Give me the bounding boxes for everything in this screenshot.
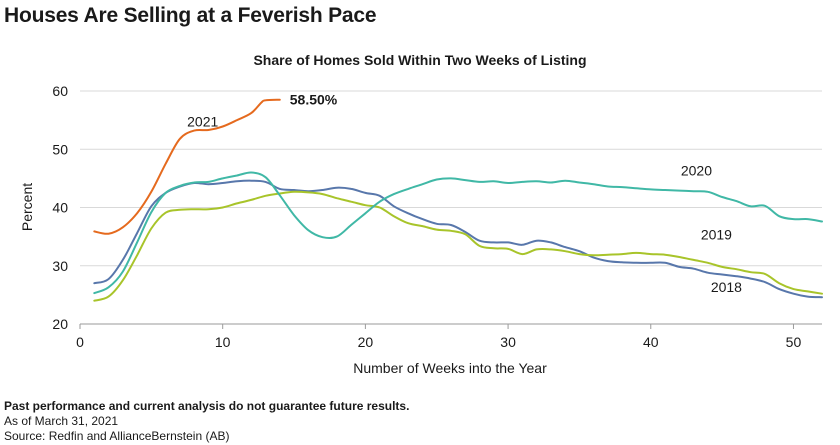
series-lines [93, 98, 823, 302]
gridlines [80, 90, 822, 325]
series-label-2018: 2018 [711, 279, 742, 295]
x-tick-label: 50 [786, 334, 802, 350]
disclaimer-text: Past performance and current analysis do… [4, 399, 410, 413]
x-tick-label: 40 [643, 334, 659, 350]
y-tick-label: 20 [52, 316, 68, 332]
x-tick-label: 0 [76, 334, 84, 350]
series-line-2018 [93, 179, 823, 299]
series-label-2019: 2019 [701, 227, 732, 243]
peak-callout: 58.50% [290, 92, 338, 108]
series-line-2019 [93, 190, 823, 302]
y-axis-label: Percent [19, 183, 35, 231]
x-tick-label: 10 [215, 334, 231, 350]
y-tick-label: 60 [52, 83, 68, 99]
y-tick-label: 30 [52, 258, 68, 274]
x-tick-label: 30 [500, 334, 516, 350]
as-of-date: As of March 31, 2021 [4, 414, 119, 428]
x-axis-label: Number of Weeks into the Year [353, 360, 547, 376]
series-line-2020 [93, 171, 823, 295]
y-tick-label: 50 [52, 141, 68, 157]
y-tick-label: 40 [52, 200, 68, 216]
series-label-2020: 2020 [681, 162, 712, 178]
chart-title: Share of Homes Sold Within Two Weeks of … [253, 52, 587, 68]
chart-footer: Past performance and current analysis do… [4, 399, 409, 444]
axes: 20 30 40 50 60 0 10 20 30 40 50 [52, 83, 801, 350]
page-headline: Houses Are Selling at a Feverish Pace [4, 4, 377, 27]
series-labels: 2021 2020 2019 2018 58.50% [187, 92, 742, 295]
source-note: Source: Redfin and AllianceBernstein (AB… [4, 429, 230, 443]
x-tick-label: 20 [358, 334, 374, 350]
series-label-2021: 2021 [187, 114, 218, 130]
series-line-2021 [93, 98, 281, 235]
